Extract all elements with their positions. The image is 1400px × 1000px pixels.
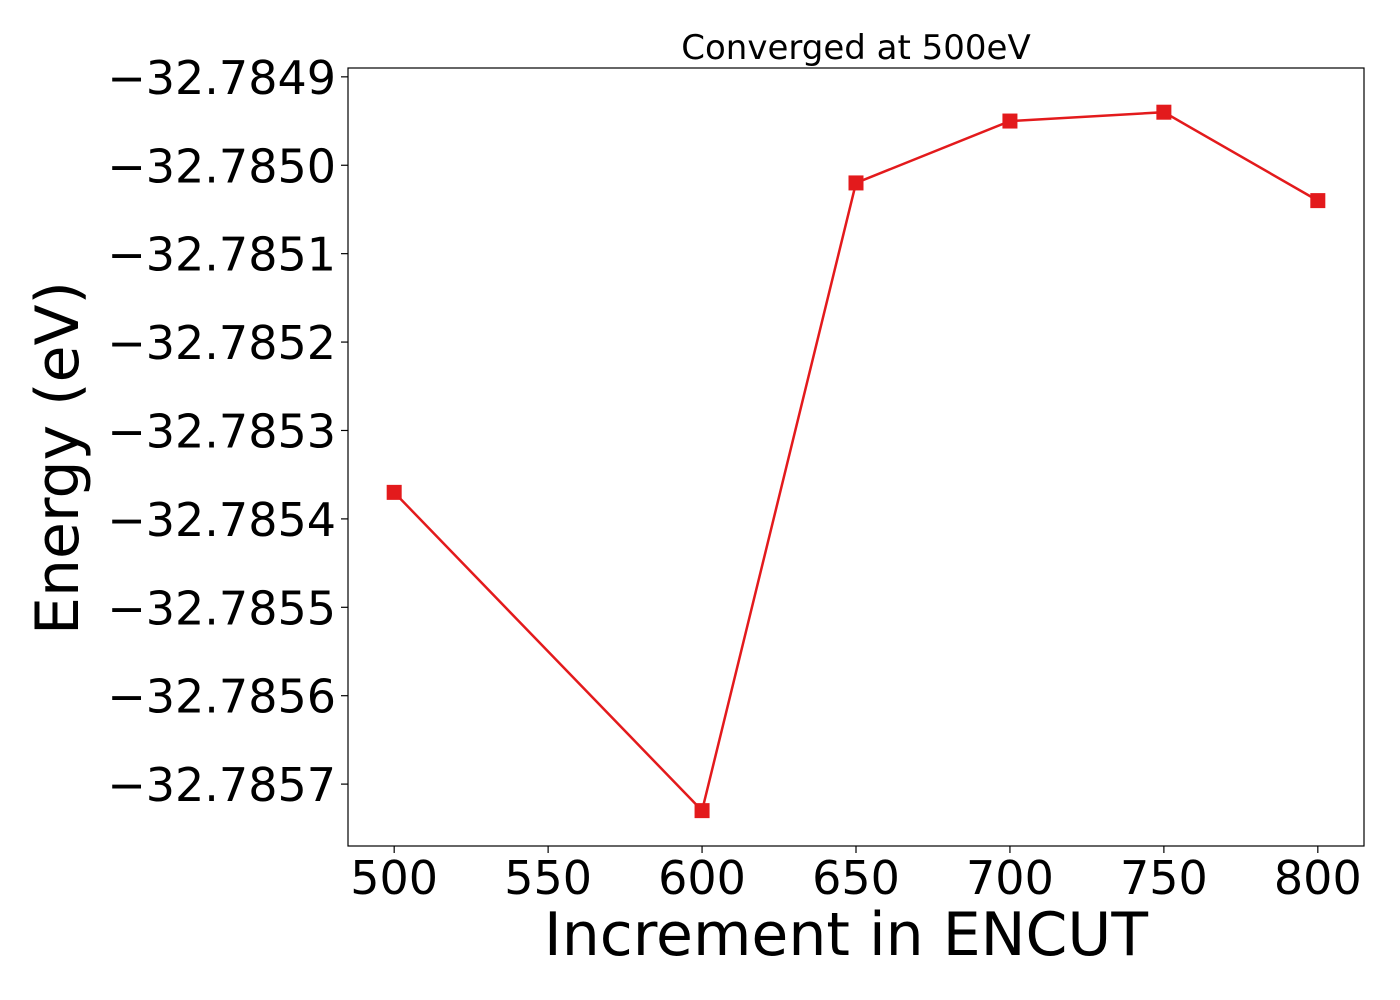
y-tick-label: −32.7850 bbox=[107, 139, 336, 193]
x-tick-label: 550 bbox=[504, 851, 592, 905]
x-tick-label: 700 bbox=[966, 851, 1054, 905]
y-tick-label: −32.7857 bbox=[107, 758, 336, 812]
data-point-marker bbox=[848, 175, 864, 191]
data-point-marker bbox=[694, 803, 710, 819]
y-tick-label: −32.7855 bbox=[107, 581, 336, 635]
data-point-marker bbox=[1002, 113, 1018, 129]
y-tick-label: −32.7852 bbox=[107, 316, 336, 370]
x-tick-label: 500 bbox=[350, 851, 438, 905]
data-point-marker bbox=[386, 484, 402, 500]
y-axis-label: Energy (eV) bbox=[23, 281, 93, 635]
y-tick-label: −32.7856 bbox=[107, 670, 336, 724]
x-tick-label: 650 bbox=[812, 851, 900, 905]
data-point-marker bbox=[1310, 193, 1326, 209]
y-tick-label: −32.7854 bbox=[107, 493, 336, 547]
series-line bbox=[393, 110, 1319, 814]
y-tick-label: −32.7849 bbox=[107, 51, 336, 105]
chart-title: Converged at 500eV bbox=[681, 28, 1030, 68]
axes: 500 550 600 650 700 750 800 −32.7849 −32.7850 −32… bbox=[107, 51, 1365, 905]
data-point-marker bbox=[1156, 104, 1172, 120]
x-tick-label: 750 bbox=[1120, 851, 1208, 905]
x-tick-label: 600 bbox=[658, 851, 746, 905]
x-tick-label: 800 bbox=[1274, 851, 1362, 905]
x-axis-label: Increment in ENCUT bbox=[544, 900, 1148, 970]
series-layer bbox=[386, 104, 1326, 819]
y-tick-label: −32.7853 bbox=[107, 404, 336, 458]
y-tick-label: −32.7851 bbox=[107, 228, 336, 282]
